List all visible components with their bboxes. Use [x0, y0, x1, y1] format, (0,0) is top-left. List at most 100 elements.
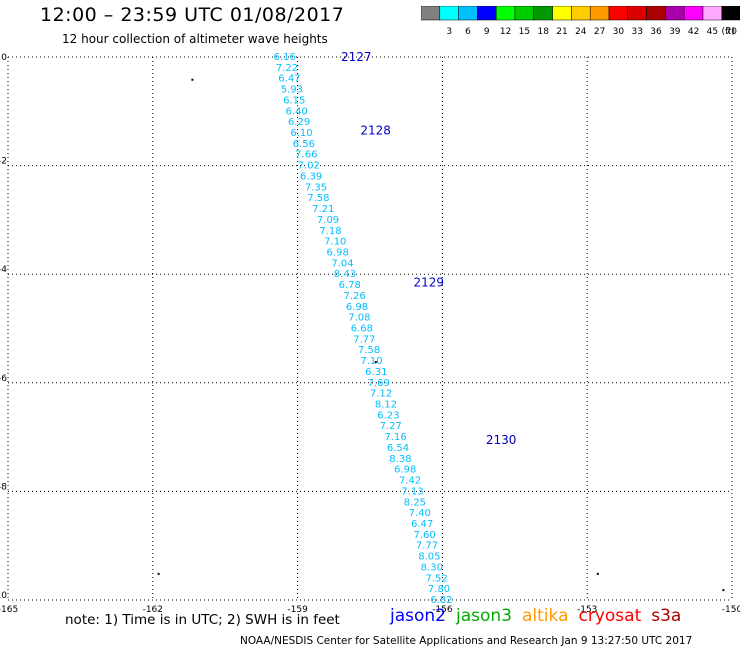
wave-height-label: 6.82 — [430, 595, 452, 606]
satellite-legend-item: jason3 — [456, 606, 512, 626]
latitude-tick-label: -8 — [0, 482, 7, 492]
island-speck — [596, 572, 599, 575]
wave-height-label: 6.68 — [351, 324, 373, 335]
wave-height-label: 7.12 — [370, 389, 392, 400]
wave-height-label: 7.77 — [353, 334, 375, 345]
colorbar-tick-label: 3 — [446, 27, 452, 37]
wave-height-label: 8.25 — [404, 497, 426, 508]
wave-height-label: 8.12 — [375, 400, 397, 411]
wave-height-label: 6.98 — [346, 302, 368, 313]
satellite-legend: jason2 jason3 altika cryosat s3a — [390, 606, 691, 626]
wave-height-label: 6.29 — [288, 117, 310, 128]
colorbar-tick-label: 36 — [650, 27, 662, 37]
island-speck — [191, 78, 194, 81]
colorbar-tick-label: 21 — [556, 27, 567, 37]
satellite-legend-item: cryosat — [578, 606, 642, 626]
wave-height-label: 7.80 — [428, 584, 450, 595]
wave-height-label: 7.35 — [305, 182, 327, 193]
longitude-tick-label: -153 — [577, 605, 597, 615]
wave-height-label: 7.60 — [413, 530, 435, 541]
latitude-tick-label: -10 — [0, 591, 7, 601]
wave-height-label: 6.31 — [365, 367, 387, 378]
wave-height-label: 7.26 — [343, 291, 365, 302]
latitude-tick-label: -2 — [0, 157, 7, 167]
wave-height-label: 6.47 — [278, 74, 300, 85]
wave-height-label: 6.15 — [283, 95, 305, 106]
wave-height-label: 7.40 — [409, 508, 431, 519]
satellite-legend-item: s3a — [651, 606, 682, 626]
wave-height-label: 6.98 — [327, 247, 349, 258]
wave-height-label: 8.05 — [418, 552, 440, 563]
wave-height-label: 6.47 — [411, 519, 433, 530]
wave-height-label: 7.58 — [307, 193, 329, 204]
wave-height-label: 7.77 — [416, 541, 438, 552]
satellite-legend-item: jason2 — [390, 606, 446, 626]
colorbar-tick-label: 70 — [725, 27, 737, 37]
wave-height-label: 7.66 — [295, 150, 317, 161]
longitude-tick-label: -159 — [287, 605, 308, 615]
longitude-tick-label: -150 — [722, 605, 740, 615]
colorbar-swatch — [721, 6, 740, 21]
wave-height-label: 7.69 — [368, 378, 390, 389]
latitude-tick-label: -4 — [0, 265, 7, 275]
longitude-tick-label: -165 — [0, 605, 18, 615]
colorbar-tick-label: 12 — [500, 27, 511, 37]
footnote: note: 1) Time is in UTC; 2) SWH is in fe… — [65, 612, 340, 628]
colorbar-unit: (ft) — [721, 27, 735, 37]
colorbar-tick-label: 27 — [594, 27, 605, 37]
wave-height-label: 6.39 — [300, 171, 322, 182]
chart-subtitle: 12 hour collection of altimeter wave hei… — [62, 32, 328, 46]
satellite-legend-item: altika — [522, 606, 569, 626]
pass-number-label: 2130 — [486, 433, 517, 447]
credit-line: NOAA/NESDIS Center for Satellite Applica… — [240, 635, 693, 647]
wave-height-label: 6.98 — [394, 465, 416, 476]
wave-height-label: 7.04 — [331, 258, 353, 269]
wave-height-label: 7.18 — [319, 226, 341, 237]
wave-height-label: 7.42 — [399, 476, 421, 487]
wave-height-label: 7.52 — [426, 573, 448, 584]
wave-height-label: 7.10 — [360, 356, 382, 367]
colorbar-tick-label: 9 — [484, 27, 490, 37]
wave-height-label: 7.09 — [317, 215, 339, 226]
wave-height-label: 5.93 — [281, 85, 303, 96]
wave-height-label: 7.58 — [358, 345, 380, 356]
colorbar-tick-label: 15 — [519, 27, 530, 37]
wave-height-label: 7.10 — [324, 237, 346, 248]
colorbar-tick-label: 33 — [631, 27, 642, 37]
wave-height-label: 6.10 — [290, 128, 312, 139]
wave-height-label: 8.38 — [389, 454, 411, 465]
wave-height-label: 7.22 — [276, 63, 298, 74]
colorbar-tick-label: 18 — [537, 27, 549, 37]
island-speck — [157, 572, 160, 575]
wave-height-label: 6.16 — [273, 52, 295, 63]
colorbar-tick-label: 30 — [613, 27, 625, 37]
longitude-tick-label: -162 — [143, 605, 163, 615]
pass-number-label: 2128 — [360, 123, 391, 137]
pass-number-label: 2127 — [341, 50, 372, 64]
island-speck — [722, 589, 725, 592]
wave-height-label: 6.23 — [377, 410, 399, 421]
wave-height-label: 6.56 — [293, 139, 315, 150]
wave-height-label: 7.08 — [348, 313, 370, 324]
colorbar-tick-label: 24 — [575, 27, 587, 37]
wave-height-label: 6.78 — [339, 280, 361, 291]
wave-height-label: 7.21 — [312, 204, 334, 215]
pass-number-label: 2129 — [413, 275, 444, 289]
wave-height-label: 7.27 — [380, 421, 402, 432]
wave-height-label: 7.13 — [401, 486, 423, 497]
colorbar-tick-label: 45 — [707, 27, 718, 37]
island-speck — [374, 361, 377, 364]
latitude-tick-label: -6 — [0, 374, 7, 384]
wave-height-label: 6.40 — [286, 106, 308, 117]
wave-height-label: 6.54 — [387, 443, 409, 454]
wave-height-label: 8.30 — [421, 562, 443, 573]
latitude-tick-label: 0 — [1, 53, 7, 63]
colorbar-tick-label: 6 — [465, 27, 471, 37]
colorbar-tick-label: 42 — [688, 27, 699, 37]
wave-height-label: 7.02 — [298, 161, 320, 172]
colorbar-tick-label: 39 — [669, 27, 681, 37]
chart-title: 12:00 – 23:59 UTC 01/08/2017 — [40, 4, 345, 26]
wave-height-label: 8.43 — [334, 269, 356, 280]
wave-height-label: 7.16 — [384, 432, 406, 443]
